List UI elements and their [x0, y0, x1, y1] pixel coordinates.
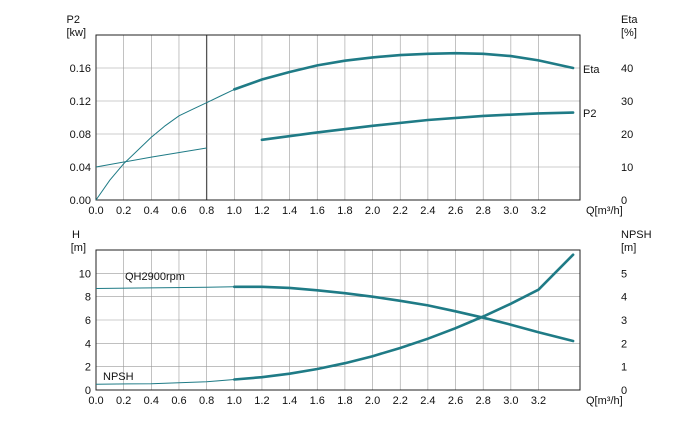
x-tick-label: 3.2 — [531, 395, 546, 407]
x-tick-label: 0.8 — [199, 205, 214, 217]
right-y-tick-label: 0 — [621, 195, 627, 207]
qh2900rpm-label: QH2900rpm — [125, 271, 185, 283]
right-y-tick-label: 20 — [621, 129, 633, 141]
right-y-axis-label: NPSH — [621, 229, 652, 241]
qh2900rpm-curve — [233, 285, 575, 343]
x-tick-label: 0.4 — [144, 395, 159, 407]
x-tick-label: 2.0 — [365, 395, 380, 407]
left-y-axis-label: H — [72, 229, 80, 241]
eta-curve-extended — [95, 88, 235, 201]
x-tick-label: 0.0 — [88, 205, 103, 217]
x-tick-label: 2.2 — [393, 205, 408, 217]
x-tick-label: 1.8 — [337, 205, 352, 217]
x-tick-label: 3.0 — [503, 205, 518, 217]
qh2900rpm-curve-extended — [95, 286, 235, 289]
left-y-tick-label: 0.04 — [70, 162, 91, 174]
x-tick-label: 1.6 — [310, 205, 325, 217]
left-y-axis-unit: [m] — [71, 242, 86, 254]
left-y-tick-label: 6 — [85, 315, 91, 327]
x-tick-label: 2.2 — [393, 395, 408, 407]
right-y-tick-label: 3 — [621, 315, 627, 327]
left-y-axis-label: P2 — [67, 14, 80, 26]
x-tick-label: 1.4 — [282, 395, 297, 407]
x-tick-label: 2.8 — [476, 205, 491, 217]
left-y-tick-label: 0.08 — [70, 129, 91, 141]
x-axis-label: Q[m³/h] — [586, 205, 623, 217]
right-y-axis-label: Eta — [621, 14, 638, 26]
x-tick-label: 0.6 — [171, 395, 186, 407]
x-tick-label: 2.4 — [420, 205, 435, 217]
left-y-tick-label: 0 — [85, 385, 91, 397]
left-y-tick-label: 10 — [79, 268, 91, 280]
x-tick-label: 2.6 — [448, 205, 463, 217]
left-y-tick-label: 8 — [85, 292, 91, 304]
left-y-tick-label: 0.00 — [70, 195, 91, 207]
p2-curve-extended — [95, 147, 207, 168]
npsh-curve-extended — [95, 379, 235, 385]
right-y-tick-label: 10 — [621, 162, 633, 174]
eta-label: Eta — [583, 64, 600, 76]
x-tick-label: 2.0 — [365, 205, 380, 217]
right-y-tick-label: 0 — [621, 385, 627, 397]
right-y-tick-label: 30 — [621, 96, 633, 108]
plot-frame — [95, 34, 581, 201]
x-tick-label: 1.2 — [254, 205, 269, 217]
x-tick-label: 3.0 — [503, 395, 518, 407]
x-tick-label: 1.4 — [282, 205, 297, 217]
eta-curve — [233, 51, 575, 91]
npsh-curve — [233, 253, 575, 381]
x-tick-label: 0.0 — [88, 395, 103, 407]
p2-label: P2 — [583, 108, 596, 120]
head-npsh-chart: 0.0 0.2 0.4 0.6 0.8 1.0 1.2 1.4 1.6 1.8 2.0 2.2 2.4 2… — [71, 229, 652, 407]
x-tick-label: 0.8 — [199, 395, 214, 407]
plot-frame — [95, 249, 581, 391]
x-tick-label: 2.4 — [420, 395, 435, 407]
left-y-tick-label: 2 — [85, 362, 91, 374]
x-tick-label: 0.2 — [116, 205, 131, 217]
x-tick-label: 3.2 — [531, 205, 546, 217]
right-y-tick-label: 2 — [621, 338, 627, 350]
right-y-tick-label: 40 — [621, 63, 633, 75]
left-y-tick-label: 4 — [85, 338, 91, 350]
x-tick-label: 1.8 — [337, 395, 352, 407]
x-axis-label: Q[m³/h] — [586, 395, 623, 407]
x-tick-label: 0.6 — [171, 205, 186, 217]
x-tick-label: 1.0 — [227, 205, 242, 217]
power-efficiency-chart: 0.0 0.2 0.4 0.6 0.8 1.0 1.2 1.4 1.6 1.8 2.0 2.2 2.4 2… — [66, 14, 638, 217]
x-tick-label: 0.2 — [116, 395, 131, 407]
right-y-tick-label: 1 — [621, 362, 627, 374]
left-y-tick-label: 0.12 — [70, 96, 91, 108]
x-tick-label: 0.4 — [144, 205, 159, 217]
right-y-axis-unit: [%] — [621, 27, 637, 39]
left-y-axis-unit: [kw] — [66, 27, 86, 39]
x-tick-label: 1.6 — [310, 395, 325, 407]
x-tick-label: 2.6 — [448, 395, 463, 407]
npsh-label: NPSH — [103, 371, 134, 383]
x-tick-label: 1.0 — [227, 395, 242, 407]
x-tick-label: 1.2 — [254, 395, 269, 407]
x-tick-label: 2.8 — [476, 395, 491, 407]
right-y-tick-label: 5 — [621, 268, 627, 280]
right-y-tick-label: 4 — [621, 292, 627, 304]
right-y-axis-unit: [m] — [621, 242, 636, 254]
p2-curve — [260, 111, 575, 142]
left-y-tick-label: 0.16 — [70, 63, 91, 75]
